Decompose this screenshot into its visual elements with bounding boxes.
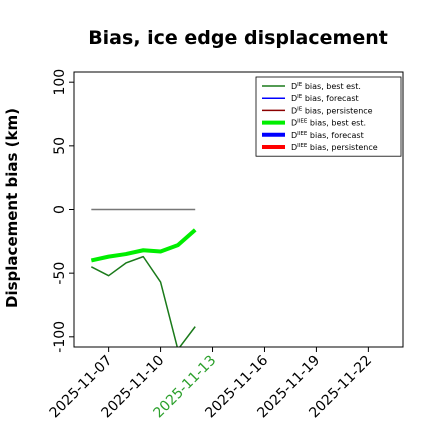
y-tick-label: -100 [52, 321, 68, 353]
series-layer [90, 208, 197, 347]
chart-legend: DIE bias, best est. DIE bias, forecast DIE… [255, 76, 402, 157]
series-line-0 [90, 255, 196, 347]
legend-label: DIE bias, persistence [291, 106, 373, 115]
y-tick-label: 100 [52, 69, 68, 96]
legend-label: DIIEE bias, best est. [291, 119, 366, 128]
series-line-1 [90, 228, 197, 263]
legend-label: DIE bias, best est. [291, 82, 361, 91]
legend-label: DIIEE bias, forecast [291, 131, 364, 140]
legend-box [255, 76, 402, 157]
chart-title: Bias, ice edge displacement [88, 27, 388, 49]
y-tick-label: 50 [52, 137, 68, 155]
y-axis-label: Displacement bias (km) [3, 108, 21, 308]
legend-label: DIE bias, forecast [291, 94, 359, 103]
y-tick-label: -50 [52, 262, 68, 285]
legend-label: DIIEE bias, persistence [291, 143, 378, 152]
y-tick-label: 0 [52, 205, 68, 214]
